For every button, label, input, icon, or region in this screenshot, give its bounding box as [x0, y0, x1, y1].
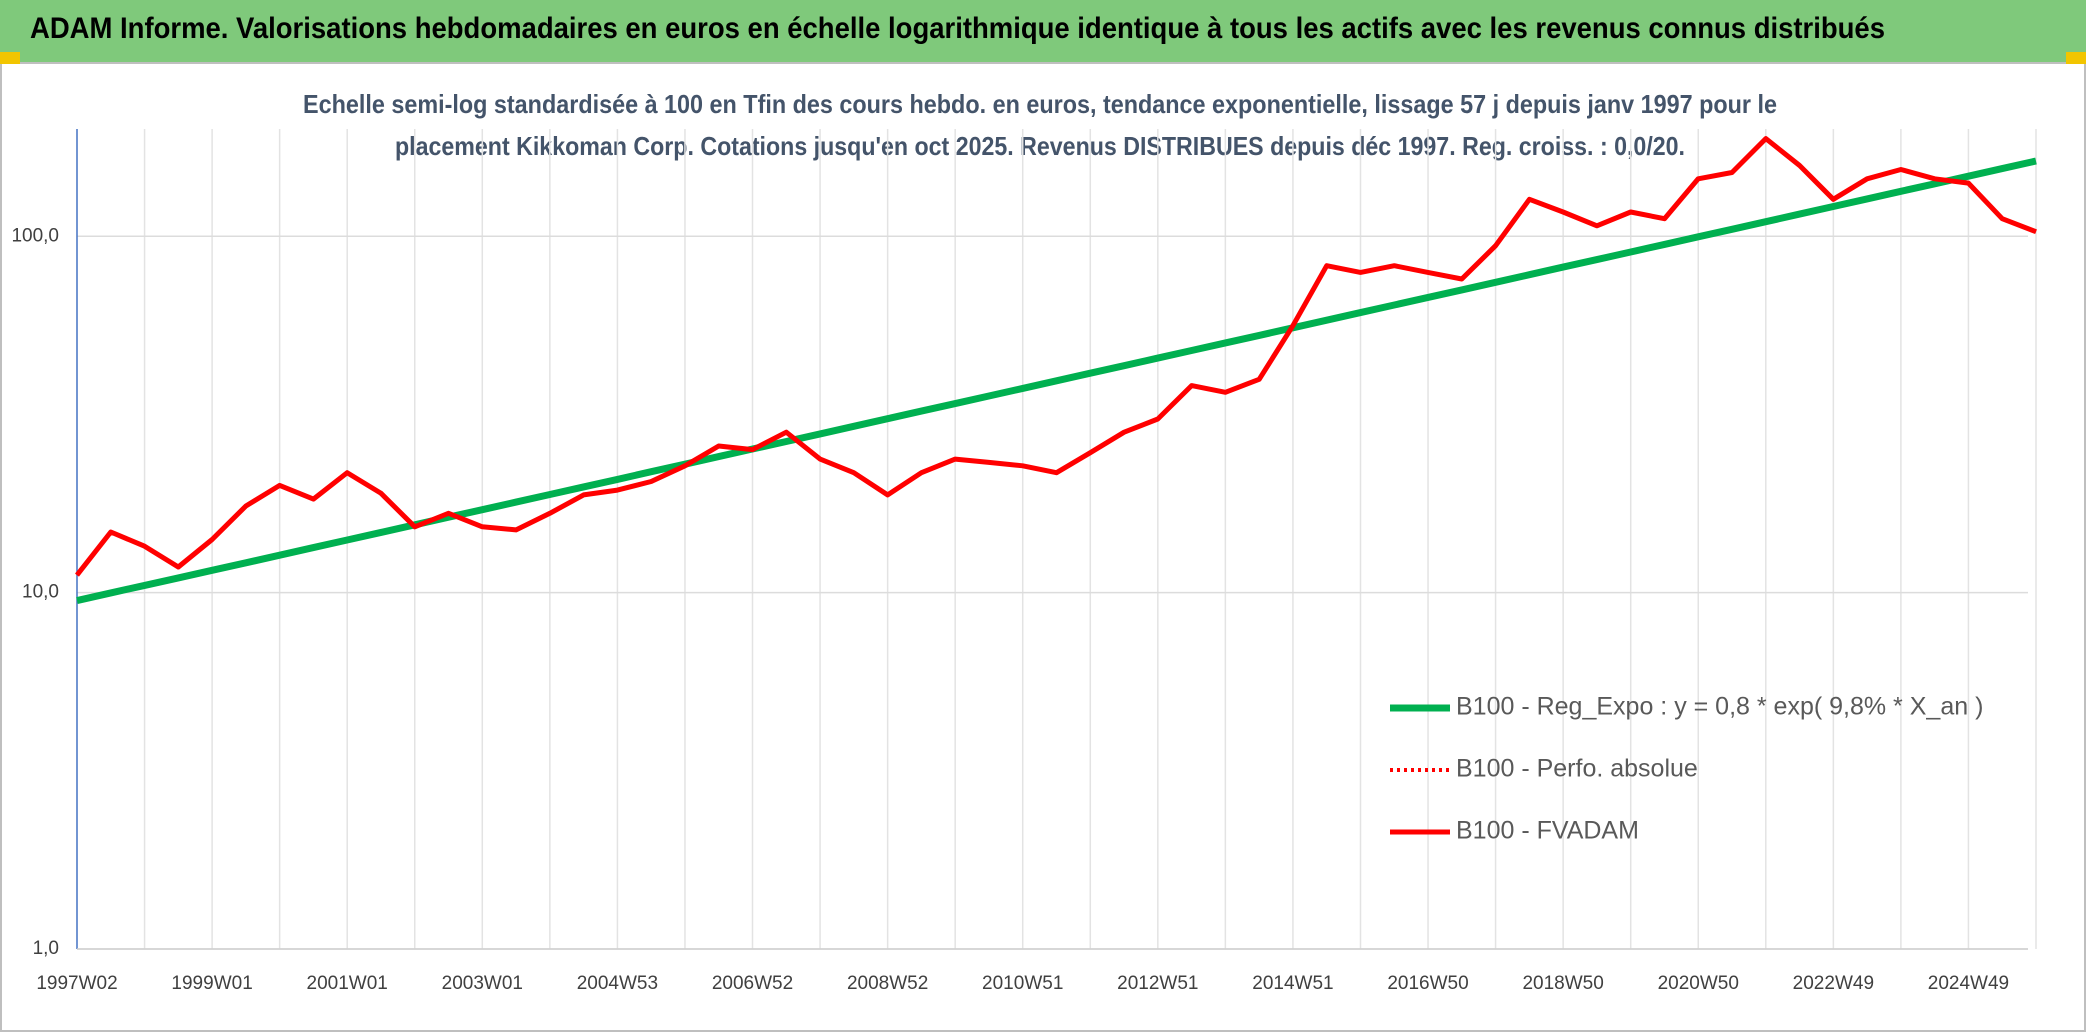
series-line: [76, 157, 2037, 605]
x-tick-label: 1997W02: [36, 973, 117, 994]
x-tick-label: 2006W52: [712, 973, 793, 994]
x-tick-label: 1999W01: [171, 973, 252, 994]
x-tick-label: 2003W01: [442, 973, 523, 994]
y-tick-label: 1,0: [33, 938, 59, 959]
subtitle: Echelle semi-log standardisée à 100 en T…: [303, 89, 1777, 119]
x-tick-label: 2008W52: [847, 973, 928, 994]
legend-label: B100 - Reg_Expo : y = 0,8 * exp( 9,8% * …: [1456, 693, 1983, 721]
x-tick-label: 2014W51: [1252, 973, 1333, 994]
x-tick-label: 2024W49: [1928, 973, 2009, 994]
y-tick-label: 100,0: [11, 225, 59, 246]
frame: [0, 62, 2086, 1032]
x-tick-label: 2004W53: [577, 973, 658, 994]
x-tick-label: 2012W51: [1117, 973, 1198, 994]
subtitle: placement Kikkoman Corp. Cotations jusqu…: [395, 131, 1685, 161]
x-tick-label: 2010W51: [982, 973, 1063, 994]
legend-label: B100 - Perfo. absolue: [1456, 755, 1698, 783]
legend-label: B100 - FVADAM: [1456, 817, 1639, 845]
corner-mark: [0, 52, 20, 64]
chart-title: ADAM Informe. Valorisations hebdomadaire…: [30, 12, 1885, 45]
corner-mark: [2066, 52, 2086, 64]
x-tick-label: 2022W49: [1793, 973, 1874, 994]
series-line: [75, 136, 2037, 577]
x-tick-label: 2018W50: [1522, 973, 1603, 994]
x-tick-label: 2020W50: [1658, 973, 1739, 994]
header-band: [0, 0, 2086, 62]
y-tick-label: 10,0: [22, 582, 59, 603]
x-tick-label: 2001W01: [307, 973, 388, 994]
x-tick-label: 2016W50: [1387, 973, 1468, 994]
